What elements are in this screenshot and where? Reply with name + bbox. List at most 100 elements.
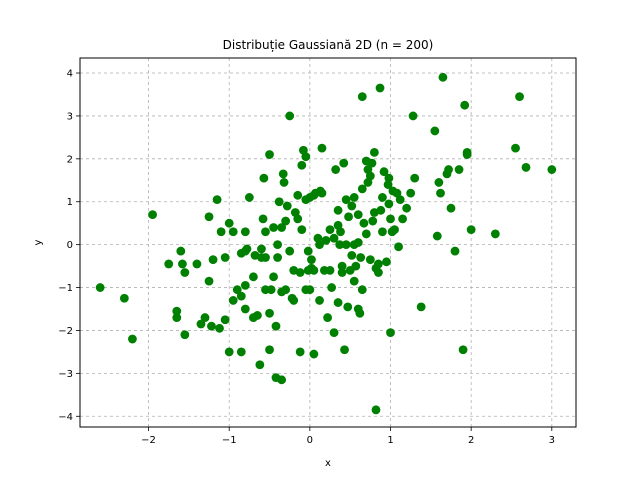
data-point — [200, 313, 210, 322]
data-point — [269, 272, 278, 282]
data-point — [383, 180, 393, 189]
y-tick-label: −1 — [58, 283, 73, 294]
data-point — [390, 225, 399, 235]
y-tick-label: −4 — [58, 412, 73, 423]
data-point — [176, 246, 186, 256]
data-point — [333, 298, 343, 307]
x-tick-label: 3 — [549, 435, 555, 446]
data-point — [450, 246, 460, 256]
data-point — [359, 218, 369, 228]
data-point — [378, 227, 387, 237]
data-point — [365, 171, 375, 181]
data-point — [353, 210, 363, 220]
data-point — [335, 240, 345, 250]
data-point — [402, 203, 412, 213]
data-point — [253, 311, 262, 320]
y-tick-label: 4 — [67, 69, 73, 80]
data-point — [327, 283, 337, 292]
data-point — [386, 328, 395, 338]
data-point — [384, 199, 394, 209]
data-point — [357, 184, 367, 194]
data-point — [236, 291, 246, 301]
data-point — [337, 261, 347, 271]
data-point — [224, 347, 234, 357]
data-point — [257, 244, 266, 254]
data-point — [356, 253, 366, 262]
data-point — [265, 150, 274, 159]
data-point — [178, 259, 187, 269]
data-point — [376, 205, 386, 215]
data-point — [398, 214, 408, 224]
y-tick-label: 0 — [67, 240, 73, 251]
data-point — [240, 227, 250, 237]
grid — [80, 58, 576, 427]
data-point — [119, 293, 129, 303]
data-point — [240, 281, 250, 290]
data-point — [244, 193, 254, 202]
data-point — [172, 313, 182, 322]
data-point — [382, 257, 391, 267]
data-point — [295, 268, 305, 277]
data-point — [368, 216, 378, 226]
data-point — [293, 214, 303, 224]
data-point — [271, 321, 281, 331]
data-point — [340, 345, 349, 355]
data-point — [333, 220, 343, 230]
data-point — [212, 195, 222, 204]
data-point — [444, 165, 453, 174]
data-point — [128, 334, 137, 344]
data-point — [436, 188, 445, 198]
data-point — [349, 276, 359, 286]
data-point — [374, 268, 383, 277]
data-point — [258, 214, 268, 224]
y-axis-label: y — [33, 239, 44, 245]
data-point — [521, 163, 531, 172]
data-point — [257, 253, 266, 262]
data-point — [410, 173, 420, 183]
data-point — [432, 231, 442, 241]
data-point — [386, 214, 395, 224]
data-point — [293, 190, 303, 200]
y-tick-label: −3 — [58, 369, 73, 380]
data-point — [349, 193, 359, 202]
data-point — [331, 165, 341, 174]
data-point — [446, 203, 456, 213]
data-point — [378, 193, 387, 202]
x-tick-labels: −2 −1 0 1 2 3 — [141, 435, 555, 446]
data-point — [228, 296, 238, 305]
data-point — [325, 265, 335, 275]
data-point — [317, 143, 327, 153]
data-point — [365, 255, 375, 265]
data-point — [458, 345, 468, 355]
data-point — [273, 240, 282, 250]
data-point — [269, 223, 278, 232]
data-point — [351, 261, 361, 271]
data-point — [371, 405, 381, 415]
data-point — [216, 227, 226, 237]
data-point — [379, 167, 389, 177]
data-point — [309, 265, 319, 275]
data-point — [274, 197, 284, 207]
data-point — [416, 302, 426, 312]
data-point — [466, 225, 476, 235]
data-point — [460, 100, 470, 110]
data-point — [281, 285, 291, 295]
data-point — [220, 315, 230, 325]
data-point — [309, 349, 319, 359]
data-point — [303, 246, 313, 256]
data-point — [438, 72, 448, 82]
data-point — [355, 308, 365, 318]
x-tick-label: −1 — [222, 435, 237, 446]
x-tick-label: 0 — [307, 435, 313, 446]
data-point — [261, 227, 270, 237]
data-point — [172, 306, 182, 316]
chart-title: Distribuție Gaussiană 2D (n = 200) — [223, 38, 434, 52]
data-point — [367, 158, 377, 168]
data-point — [511, 143, 520, 153]
data-point — [215, 323, 224, 333]
data-point — [279, 178, 289, 187]
data-point — [454, 165, 464, 174]
data-point — [248, 272, 258, 282]
y-tick-label: 2 — [67, 154, 73, 165]
